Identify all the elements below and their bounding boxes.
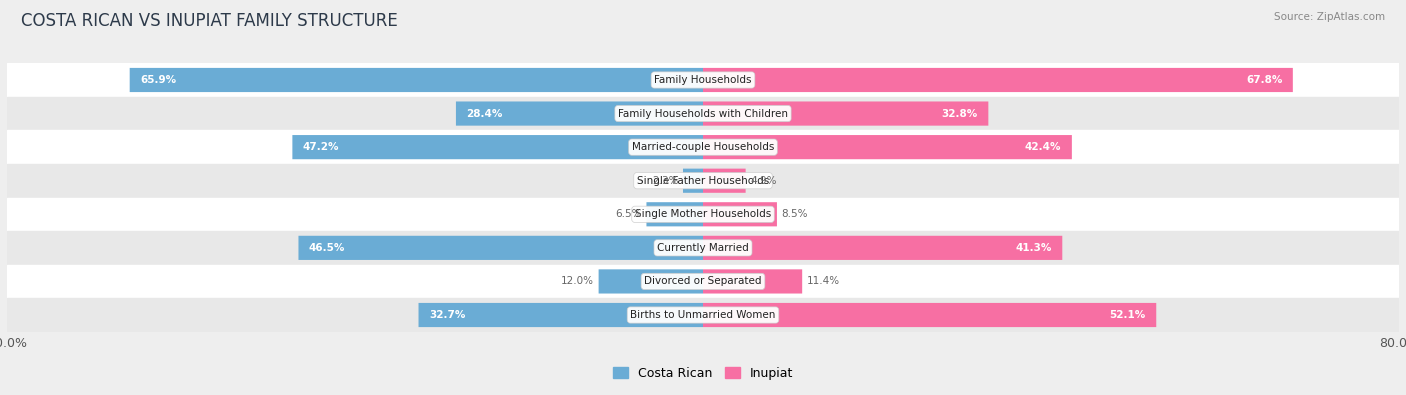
Text: 67.8%: 67.8% bbox=[1246, 75, 1282, 85]
FancyBboxPatch shape bbox=[292, 135, 703, 159]
Bar bbox=[7, 265, 1399, 298]
Text: Single Father Households: Single Father Households bbox=[637, 176, 769, 186]
Text: 47.2%: 47.2% bbox=[302, 142, 339, 152]
FancyBboxPatch shape bbox=[419, 303, 703, 327]
Text: Married-couple Households: Married-couple Households bbox=[631, 142, 775, 152]
FancyBboxPatch shape bbox=[703, 202, 778, 226]
Text: Family Households: Family Households bbox=[654, 75, 752, 85]
Text: Currently Married: Currently Married bbox=[657, 243, 749, 253]
FancyBboxPatch shape bbox=[703, 68, 1294, 92]
FancyBboxPatch shape bbox=[703, 269, 803, 293]
Text: Births to Unmarried Women: Births to Unmarried Women bbox=[630, 310, 776, 320]
Text: 32.8%: 32.8% bbox=[942, 109, 979, 118]
FancyBboxPatch shape bbox=[599, 269, 703, 293]
Legend: Costa Rican, Inupiat: Costa Rican, Inupiat bbox=[607, 362, 799, 385]
Text: 41.3%: 41.3% bbox=[1015, 243, 1052, 253]
Text: 46.5%: 46.5% bbox=[309, 243, 346, 253]
Bar bbox=[7, 130, 1399, 164]
Text: 52.1%: 52.1% bbox=[1109, 310, 1146, 320]
Text: 6.5%: 6.5% bbox=[616, 209, 643, 219]
Text: 4.9%: 4.9% bbox=[749, 176, 776, 186]
Text: 32.7%: 32.7% bbox=[429, 310, 465, 320]
Bar bbox=[7, 231, 1399, 265]
FancyBboxPatch shape bbox=[647, 202, 703, 226]
FancyBboxPatch shape bbox=[703, 236, 1063, 260]
Bar bbox=[7, 63, 1399, 97]
FancyBboxPatch shape bbox=[703, 303, 1156, 327]
Text: 11.4%: 11.4% bbox=[807, 276, 839, 286]
Text: 12.0%: 12.0% bbox=[561, 276, 595, 286]
FancyBboxPatch shape bbox=[703, 102, 988, 126]
FancyBboxPatch shape bbox=[683, 169, 703, 193]
Bar bbox=[7, 298, 1399, 332]
Bar bbox=[7, 198, 1399, 231]
Text: Divorced or Separated: Divorced or Separated bbox=[644, 276, 762, 286]
Text: 8.5%: 8.5% bbox=[782, 209, 808, 219]
Text: 28.4%: 28.4% bbox=[467, 109, 503, 118]
Text: Family Households with Children: Family Households with Children bbox=[619, 109, 787, 118]
Text: 42.4%: 42.4% bbox=[1025, 142, 1062, 152]
FancyBboxPatch shape bbox=[703, 169, 745, 193]
FancyBboxPatch shape bbox=[703, 135, 1071, 159]
Bar bbox=[7, 97, 1399, 130]
Bar bbox=[7, 164, 1399, 198]
Text: Source: ZipAtlas.com: Source: ZipAtlas.com bbox=[1274, 12, 1385, 22]
FancyBboxPatch shape bbox=[129, 68, 703, 92]
FancyBboxPatch shape bbox=[298, 236, 703, 260]
Text: 2.3%: 2.3% bbox=[652, 176, 679, 186]
Text: Single Mother Households: Single Mother Households bbox=[636, 209, 770, 219]
Text: COSTA RICAN VS INUPIAT FAMILY STRUCTURE: COSTA RICAN VS INUPIAT FAMILY STRUCTURE bbox=[21, 12, 398, 30]
FancyBboxPatch shape bbox=[456, 102, 703, 126]
Text: 65.9%: 65.9% bbox=[141, 75, 176, 85]
